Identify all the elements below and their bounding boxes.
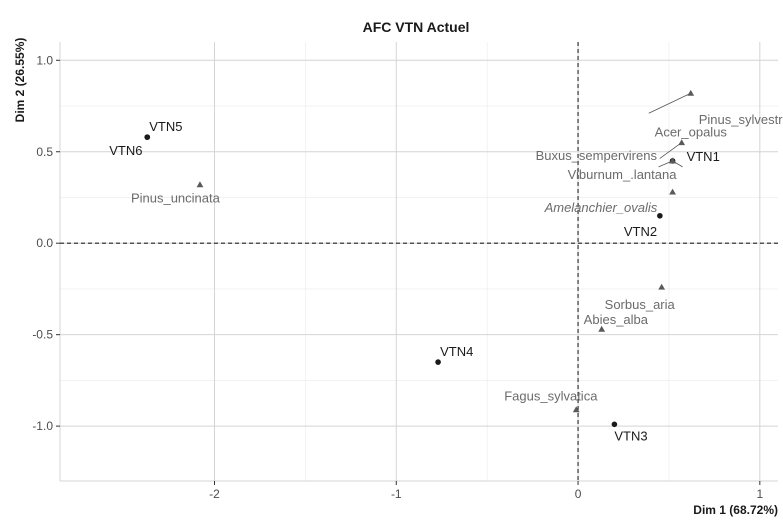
x-tick-label: -1	[391, 487, 402, 501]
label-vtn1: VTN1	[687, 149, 720, 164]
y-tick-label: -0.5	[32, 328, 53, 342]
data-marks	[144, 89, 695, 428]
triangle-viburnum-lantana	[669, 157, 676, 164]
y-tick-label: 1.0	[36, 53, 53, 67]
label-fagus-sylvatica: Fagus_sylvatica	[504, 389, 598, 404]
label-buxus-sempervirens: Buxus_sempervirens	[536, 148, 658, 163]
x-axis-title: Dim 1 (68.72%)	[693, 503, 778, 517]
label-vtn2: VTN2	[624, 224, 657, 239]
y-tick-label: 0.5	[36, 145, 53, 159]
label-viburnum-lantana: Viburnum_.lantana	[568, 167, 678, 182]
triangle-fagus-sylvatica	[572, 406, 580, 413]
label-vtn5: VTN5	[149, 119, 182, 134]
tick-labels: -2 -1 0 1 1.0 0.5 0.0 -0.5 -1.0	[32, 53, 763, 501]
label-pinus-sylvestris: Pinus_sylvestris	[699, 112, 783, 127]
x-tick-label: 1	[756, 487, 763, 501]
leader-pinus-sylvestris	[648, 92, 691, 114]
point-vtn6	[144, 134, 151, 140]
point-vtn4	[435, 359, 441, 365]
x-tick-label: 0	[575, 487, 582, 501]
triangle-pinus-uncinata	[196, 181, 204, 188]
label-vtn3: VTN3	[614, 428, 647, 443]
y-axis-title: Dim 2 (26.55%)	[13, 38, 27, 123]
triangle-sorbus-aria	[658, 283, 666, 290]
triangle-pinus-sylvestris	[687, 89, 695, 96]
label-sorbus-aria: Sorbus_aria	[605, 297, 676, 312]
label-vtn4: VTN4	[440, 344, 473, 359]
label-abies-alba: Abies_alba	[584, 312, 649, 327]
x-tick-label: -2	[209, 487, 220, 501]
triangle-abies-alba	[598, 325, 606, 332]
leader-acer-opalus	[659, 142, 682, 159]
grid	[59, 42, 778, 482]
triangle-acer-opalus	[678, 139, 686, 146]
chart-title: AFC VTN Actuel	[363, 19, 470, 35]
label-pinus-uncinata: Pinus_uncinata	[131, 191, 221, 206]
label-amelanchier-ovalis: Amelanchier_ovalis	[544, 200, 658, 215]
label-vtn6: VTN6	[109, 143, 142, 158]
point-labels: VTN1 VTN2 VTN3 VTN4 VTN5 VTN6 Pinus_sylvestris…	[109, 112, 783, 443]
point-vtn2	[657, 212, 663, 219]
triangle-amelanchier-ovalis	[669, 188, 676, 195]
point-vtn3	[611, 421, 618, 428]
y-tick-label: -1.0	[32, 419, 53, 433]
label-acer-opalus: Acer_opalus	[655, 125, 728, 140]
y-tick-label: 0.0	[36, 236, 53, 250]
reference-lines	[60, 42, 778, 481]
